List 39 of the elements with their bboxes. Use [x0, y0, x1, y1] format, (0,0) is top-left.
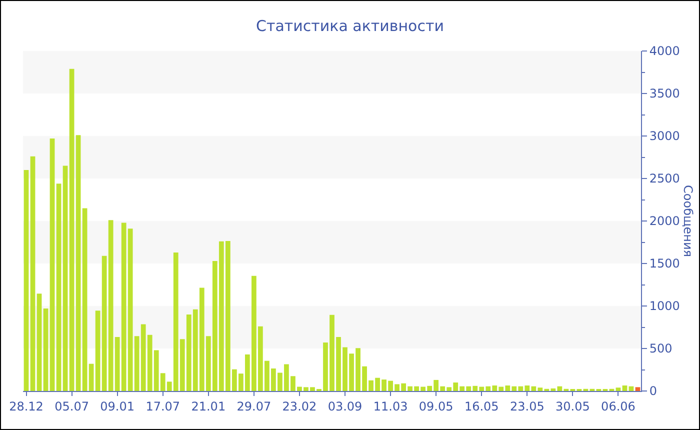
x-tick-label: 06.06 — [601, 399, 636, 414]
x-tick-label: 28.12 — [9, 399, 44, 414]
x-tick-label: 05.07 — [54, 399, 89, 414]
x-tick-label: 23.05 — [510, 399, 544, 414]
chart-title: Статистика активности — [256, 16, 444, 35]
y-tick-label: 1000 — [649, 299, 680, 314]
y-axis-title: Сообщения — [681, 185, 695, 258]
y-tick-label: 2500 — [649, 172, 680, 186]
bar — [82, 208, 88, 391]
bar — [88, 364, 94, 391]
y-tick-label: 3000 — [649, 129, 680, 144]
bar — [622, 385, 628, 391]
bar — [56, 184, 62, 391]
y-tick-label: 4000 — [649, 44, 680, 58]
y-tick-label: 3500 — [649, 86, 680, 101]
x-tick-label: 16.05 — [464, 399, 499, 414]
x-tick-label: 03.09 — [328, 399, 362, 414]
y-tick-label: 500 — [649, 342, 672, 356]
x-tick-label: 09.01 — [100, 399, 135, 414]
x-tick-label: 21.01 — [191, 399, 226, 414]
x-tick-label: 09.05 — [418, 399, 454, 414]
bar — [62, 166, 68, 391]
bar — [69, 68, 74, 391]
x-tick-label: 23.02 — [282, 399, 317, 414]
x-tick-label: 30.05 — [556, 399, 590, 414]
bar — [76, 135, 81, 391]
bar — [635, 387, 640, 391]
y-tick-label: 2000 — [649, 214, 680, 228]
bar — [36, 294, 42, 391]
bar — [50, 138, 55, 391]
x-tick-label: 17.07 — [146, 399, 180, 414]
bar — [616, 388, 621, 391]
x-tick-label: 11.03 — [373, 399, 408, 414]
bar — [24, 170, 29, 391]
y-tick-label: 1500 — [649, 256, 680, 271]
x-tick-label: 29.07 — [236, 399, 272, 414]
y-tick-label: 0 — [649, 384, 658, 398]
bar — [30, 156, 36, 391]
bar — [43, 308, 48, 391]
